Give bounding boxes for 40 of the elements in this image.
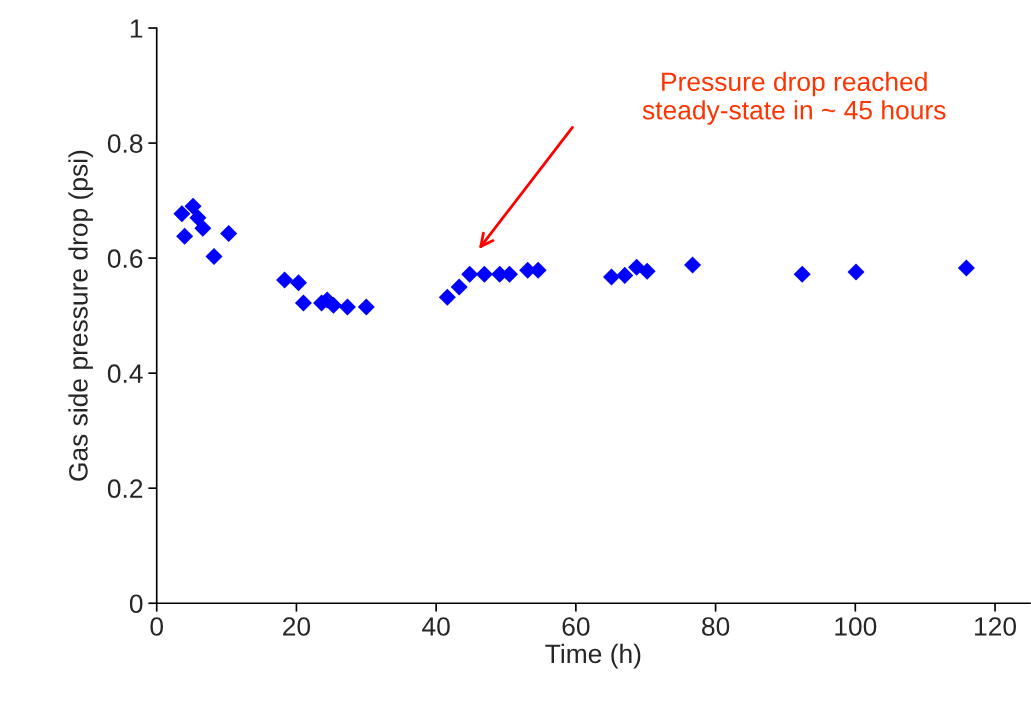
x-tick-label: 100 <box>835 617 877 636</box>
y-tick-label: 0 <box>129 594 143 614</box>
annotation: Pressure drop reached steady-state in ~ 45 hours <box>642 71 946 125</box>
y-tick-label: 1 <box>130 19 143 38</box>
point <box>957 259 975 277</box>
point <box>638 262 656 280</box>
x-axis-title: Time (h) <box>545 643 641 669</box>
point <box>189 209 207 227</box>
point <box>847 263 865 281</box>
x-tick-label: 40 <box>422 617 450 636</box>
point <box>461 265 479 283</box>
point <box>450 278 468 296</box>
point <box>616 266 634 284</box>
point <box>475 265 493 283</box>
point <box>684 256 702 274</box>
point <box>438 288 456 306</box>
point <box>184 197 202 215</box>
point <box>176 227 194 245</box>
point <box>173 205 191 223</box>
point <box>205 247 223 265</box>
y-tick-label: 0.2 <box>107 479 143 499</box>
x-tick-label: 60 <box>562 617 590 636</box>
x-tick-label: 20 <box>283 617 311 636</box>
y-tick-label: 0.4 <box>107 364 143 383</box>
y-tick-label: 0.6 <box>107 249 143 268</box>
point <box>357 298 375 316</box>
point <box>603 268 621 286</box>
point <box>628 258 646 276</box>
point <box>220 224 238 242</box>
point <box>793 265 811 283</box>
x-tick-label: 120 <box>975 617 1017 636</box>
y-tick-label: 0.8 <box>107 134 143 153</box>
point <box>276 271 294 289</box>
point <box>194 219 212 237</box>
point <box>294 294 312 312</box>
point <box>338 298 356 316</box>
x-tick-label: 0 <box>150 617 164 636</box>
x-tick-label: 80 <box>702 617 730 636</box>
point <box>290 274 308 292</box>
y-axis-title: Gas side pressure drop (psi) <box>68 150 93 481</box>
